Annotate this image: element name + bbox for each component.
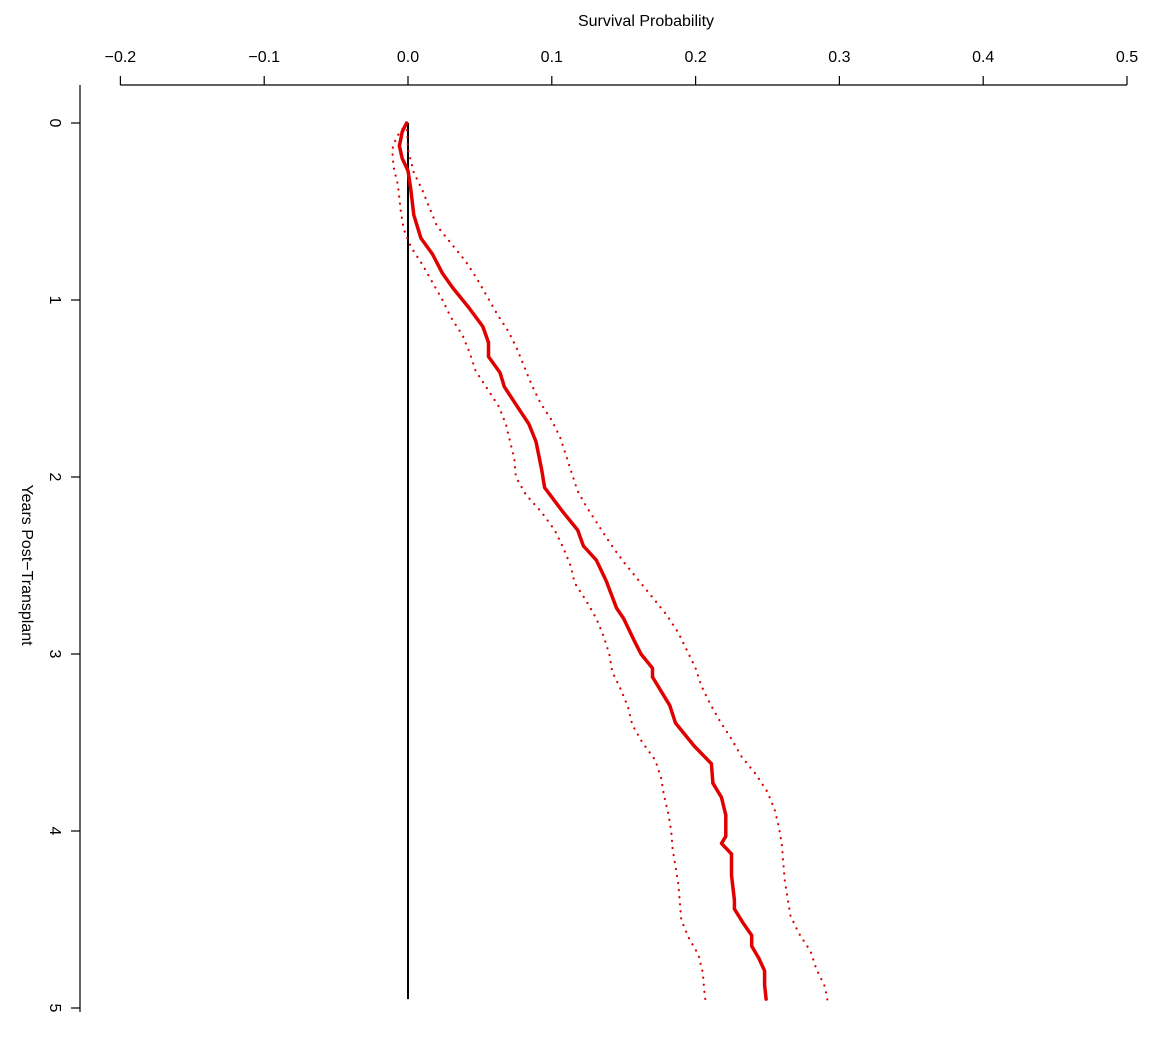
- series-upper-bound-line: [405, 121, 829, 1004]
- y-tick-label: 4: [46, 827, 63, 836]
- y-tick-label: 5: [46, 1004, 63, 1013]
- x-tick-label: 0.0: [397, 49, 419, 66]
- x-tick-label: 0.2: [684, 49, 706, 66]
- y-tick-label: 3: [46, 650, 63, 659]
- x-axis-top: −0.2 −0.1 0.0 0.1 0.2 0.3 0.4 0.5: [105, 49, 1138, 86]
- y-tick-label: 2: [46, 473, 63, 482]
- x-tick-label: 0.4: [972, 49, 994, 66]
- x-tick-label: −0.2: [105, 49, 137, 66]
- x-tick-label: 0.5: [1116, 49, 1138, 66]
- y-axis-left: 0 1 2 3 4 5: [46, 85, 81, 1013]
- y-axis-title: Years Post−Transplant: [18, 484, 35, 646]
- x-tick-label: 0.1: [541, 49, 563, 66]
- x-tick-label: −0.1: [248, 49, 280, 66]
- plot-area: [391, 121, 829, 1004]
- y-tick-label: 0: [46, 119, 63, 128]
- x-tick-label: 0.3: [828, 49, 850, 66]
- series-lower-bound-line: [391, 121, 707, 1004]
- x-axis-title: Survival Probability: [578, 13, 714, 30]
- series-estimate-line: [397, 121, 768, 1001]
- y-tick-label: 1: [46, 296, 63, 305]
